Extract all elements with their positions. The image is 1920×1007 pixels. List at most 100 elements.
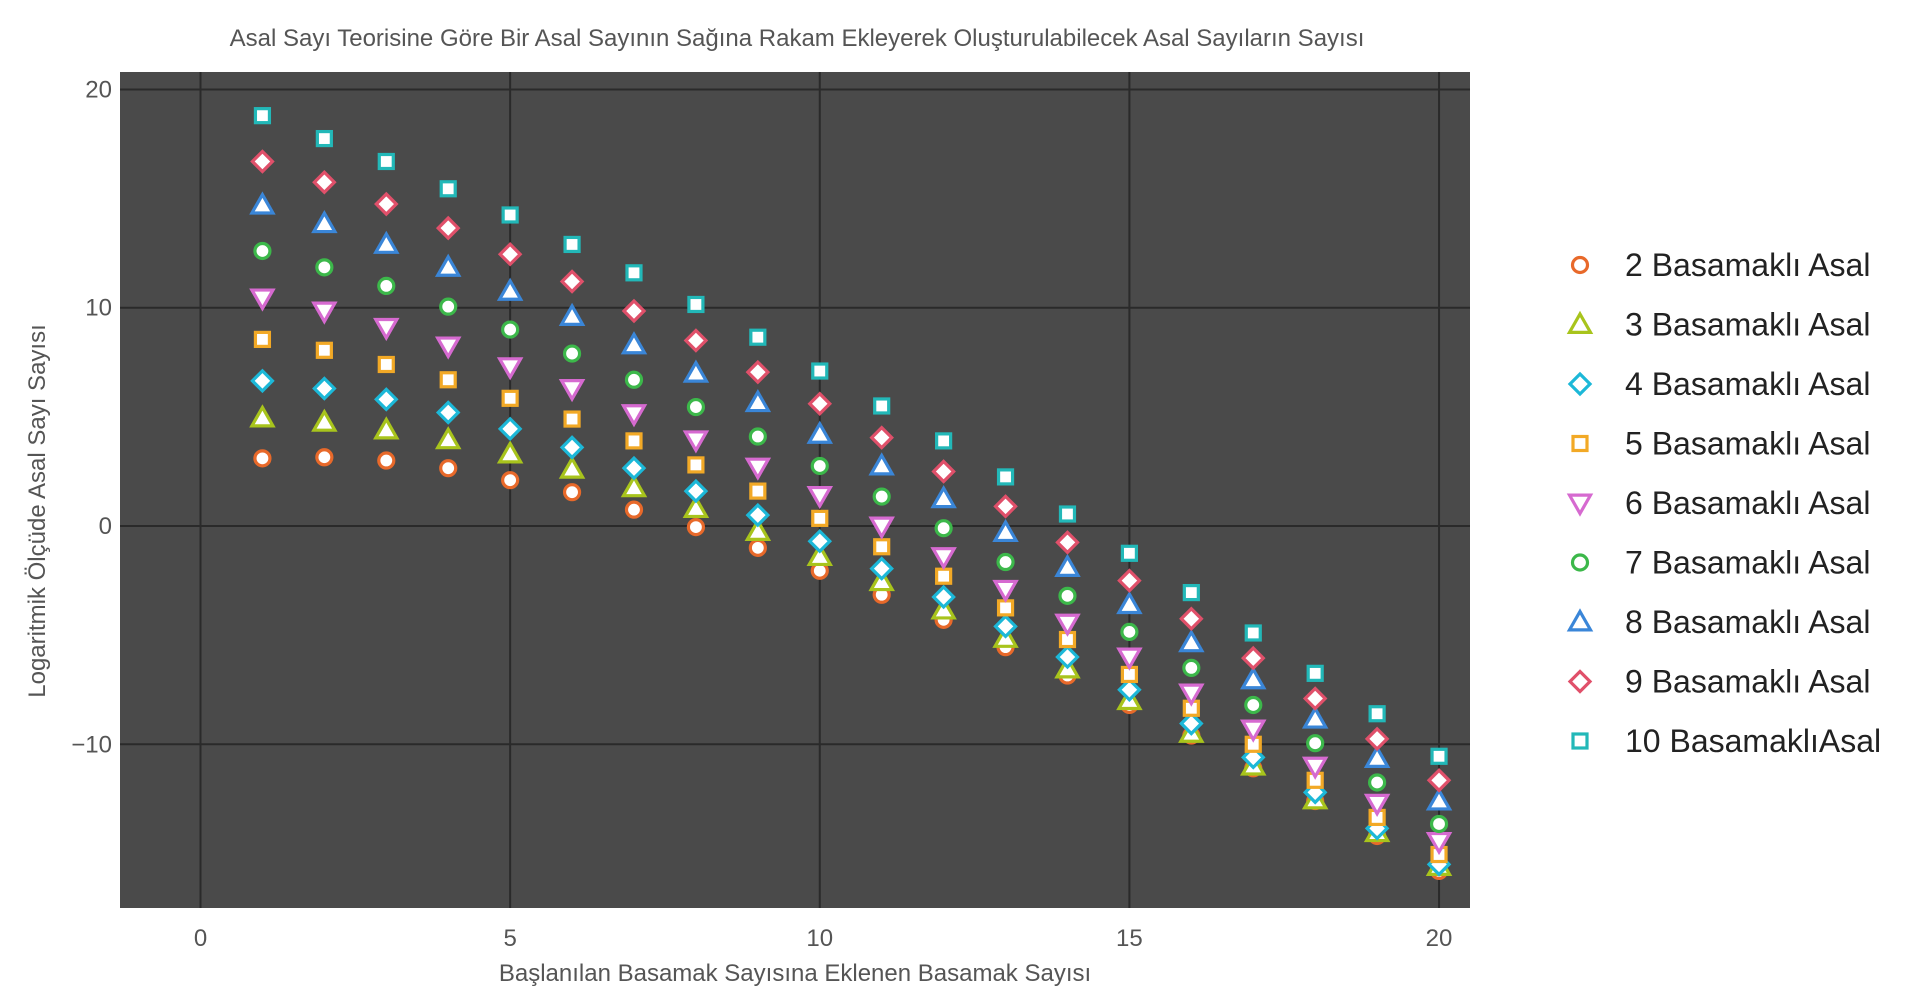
- x-tick-label: 15: [1116, 925, 1143, 952]
- data-point: [501, 206, 519, 224]
- data-point: [315, 258, 334, 277]
- data-point: [1239, 666, 1267, 690]
- data-point: [868, 452, 895, 476]
- data-point: [377, 355, 395, 374]
- data-point: [806, 485, 834, 510]
- data-point: [807, 391, 833, 417]
- data-point: [1116, 590, 1143, 615]
- data-point: [1182, 583, 1200, 602]
- data-point: [374, 191, 399, 217]
- y-tick-label: 20: [85, 76, 112, 103]
- data-point: [496, 357, 524, 381]
- data-point: [1117, 568, 1142, 593]
- data-point: [683, 478, 709, 504]
- data-point: [1116, 647, 1143, 671]
- data-point: [872, 487, 891, 506]
- legend-item: 7 Basamaklı Asal: [1570, 545, 1870, 581]
- data-point: [1368, 773, 1387, 792]
- data-point: [559, 269, 585, 294]
- data-point: [563, 235, 581, 254]
- data-point: [745, 502, 771, 528]
- data-point: [1301, 705, 1329, 729]
- data-point: [620, 404, 648, 428]
- legend-marker: [1567, 669, 1593, 694]
- data-point: [1302, 686, 1328, 711]
- legend-marker: [1566, 608, 1594, 632]
- data-point: [562, 344, 582, 363]
- legend-label: 3 Basamaklı Asal: [1625, 307, 1870, 343]
- data-point: [558, 379, 586, 403]
- data-point: [935, 432, 953, 450]
- legend-item: 10 BasamaklıAsal: [1571, 723, 1881, 759]
- data-point: [682, 359, 710, 383]
- data-point: [1301, 756, 1329, 780]
- data-point: [869, 425, 894, 450]
- data-point: [930, 485, 957, 509]
- data-point: [1120, 622, 1139, 641]
- x-tick-label: 20: [1426, 925, 1453, 952]
- data-point: [873, 538, 891, 556]
- data-point: [1426, 768, 1452, 793]
- data-point: [806, 542, 834, 567]
- data-point: [744, 517, 772, 541]
- data-point: [377, 451, 396, 470]
- data-point: [624, 500, 644, 519]
- data-point: [250, 149, 275, 174]
- legend-label: 5 Basamaklı Asal: [1625, 426, 1870, 462]
- data-point: [934, 519, 953, 538]
- data-point: [373, 230, 400, 254]
- data-point: [563, 410, 581, 428]
- data-point: [992, 518, 1019, 543]
- x-axis-title: Başlanılan Basamak Sayısına Eklenen Basa…: [499, 960, 1091, 987]
- data-point: [439, 297, 458, 316]
- data-point: [686, 397, 706, 417]
- data-point: [315, 341, 333, 359]
- data-point: [439, 180, 457, 198]
- data-point: [1178, 629, 1205, 653]
- legend-marker: [1570, 255, 1590, 275]
- data-point: [439, 371, 457, 389]
- legend-marker: [1570, 553, 1590, 572]
- data-point: [811, 509, 829, 527]
- data-point: [992, 579, 1019, 604]
- data-point: [996, 468, 1015, 486]
- data-point: [1425, 787, 1453, 811]
- data-point: [315, 129, 333, 148]
- data-point: [930, 547, 957, 571]
- legend-label: 6 Basamaklı Asal: [1625, 485, 1870, 521]
- data-point: [621, 298, 647, 324]
- series-points: [249, 288, 1453, 856]
- legend-item: 9 Basamaklı Asal: [1567, 664, 1870, 700]
- data-point: [435, 215, 461, 241]
- data-point: [559, 435, 585, 460]
- data-point: [434, 253, 462, 277]
- data-point: [1058, 505, 1077, 523]
- legend-label: 8 Basamaklı Asal: [1625, 604, 1870, 640]
- data-point: [744, 457, 772, 481]
- data-point: [744, 388, 772, 413]
- data-point: [625, 432, 643, 450]
- data-point: [501, 471, 520, 490]
- data-point: [687, 456, 705, 474]
- data-point: [1239, 719, 1267, 743]
- y-tick-label: −10: [71, 731, 112, 758]
- data-point: [253, 241, 272, 261]
- data-point: [811, 362, 829, 380]
- data-point: [931, 584, 956, 610]
- data-point: [682, 494, 710, 519]
- data-point: [620, 474, 648, 498]
- data-point: [1055, 644, 1080, 670]
- data-point: [1240, 645, 1266, 671]
- data-point: [810, 456, 829, 476]
- data-point: [250, 368, 275, 394]
- plot-background: [120, 72, 1470, 908]
- series-points: [253, 330, 1448, 864]
- data-point: [749, 328, 767, 346]
- data-point: [1429, 814, 1449, 834]
- data-point: [1058, 586, 1077, 605]
- data-point: [562, 483, 582, 502]
- data-point: [1054, 613, 1081, 637]
- series-points: [253, 107, 1448, 765]
- data-point: [496, 440, 524, 464]
